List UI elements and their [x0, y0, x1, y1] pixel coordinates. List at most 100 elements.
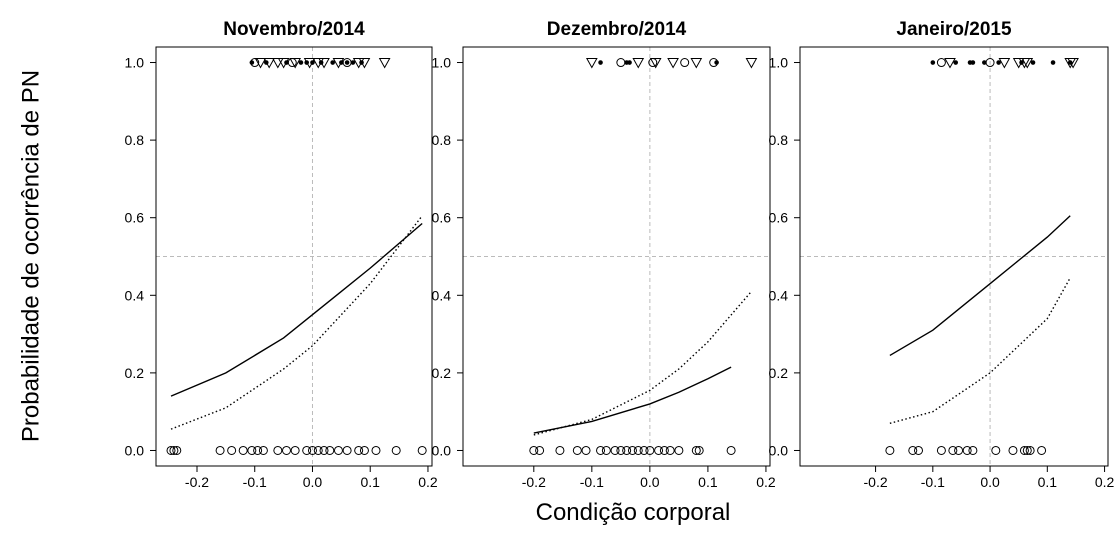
point — [726, 445, 736, 455]
point — [639, 445, 649, 455]
point — [227, 445, 237, 455]
point — [310, 60, 315, 65]
y-tick-label: 0.0 — [432, 442, 452, 458]
point — [238, 445, 248, 455]
point — [263, 60, 269, 65]
point — [998, 58, 1011, 69]
point — [745, 58, 758, 69]
point — [359, 445, 369, 455]
point — [953, 60, 959, 65]
point — [325, 445, 335, 455]
point — [1025, 445, 1035, 455]
x-tick-label: 0.1 — [360, 474, 380, 490]
point — [654, 445, 664, 455]
y-tick-label: 0.8 — [769, 132, 789, 148]
x-tick-label: 0.1 — [1038, 474, 1058, 490]
point — [273, 445, 283, 455]
point — [622, 445, 632, 455]
y-tick-label: 0.8 — [125, 132, 145, 148]
point — [555, 445, 565, 455]
x-tick-label: -0.2 — [864, 474, 888, 490]
point — [680, 58, 690, 68]
point — [247, 445, 257, 455]
panel-title: Dezembro/2014 — [547, 19, 687, 40]
point — [996, 60, 1001, 65]
point — [633, 445, 643, 455]
x-tick-label: 0.2 — [756, 474, 776, 490]
y-tick-label: 0.2 — [769, 365, 789, 381]
y-tick-label: 0.0 — [769, 442, 789, 458]
point — [391, 445, 401, 455]
point — [172, 445, 182, 455]
point — [378, 58, 391, 69]
plot-frame — [155, 46, 433, 467]
point — [691, 445, 701, 455]
point — [616, 445, 626, 455]
fitted-curve — [533, 290, 752, 436]
point — [885, 445, 895, 455]
panel-title: Janeiro/2015 — [896, 19, 1012, 40]
point — [254, 58, 267, 69]
x-tick-label: -0.1 — [580, 474, 604, 490]
point — [258, 445, 268, 455]
x-tick-label: 0.0 — [303, 474, 323, 490]
point — [585, 58, 598, 69]
point — [359, 60, 364, 65]
y-tick-label: 0.0 — [125, 442, 145, 458]
point — [166, 445, 176, 455]
y-axis-label: Probabilidade de ocorrência de PN — [17, 70, 44, 442]
fitted-curve — [170, 215, 423, 430]
y-tick-label: 1.0 — [769, 55, 789, 71]
plot-frame — [799, 46, 1109, 467]
point — [302, 445, 312, 455]
point — [601, 445, 611, 455]
point — [319, 445, 329, 455]
point — [1030, 60, 1036, 65]
point — [690, 58, 703, 69]
y-tick-label: 0.4 — [125, 287, 145, 303]
y-tick-label: 1.0 — [432, 55, 452, 71]
fitted-curve — [533, 366, 732, 434]
point — [627, 60, 632, 65]
y-tick-label: 1.0 — [125, 55, 145, 71]
point — [1050, 60, 1056, 65]
y-tick-label: 0.2 — [125, 365, 145, 381]
point — [289, 58, 302, 69]
point — [968, 445, 978, 455]
x-tick-label: -0.1 — [921, 474, 945, 490]
point — [307, 445, 317, 455]
y-tick-label: 0.6 — [125, 210, 145, 226]
point — [371, 445, 381, 455]
point — [249, 60, 255, 65]
fitted-curve — [889, 215, 1071, 357]
point — [271, 58, 284, 69]
x-tick-label: 0.0 — [640, 474, 660, 490]
y-tick-label: 0.4 — [769, 287, 789, 303]
point — [991, 445, 1001, 455]
point — [667, 58, 679, 69]
point — [1008, 445, 1018, 455]
y-tick-label: 0.2 — [432, 365, 452, 381]
point — [290, 445, 300, 455]
point — [714, 60, 719, 65]
x-tick-label: 0.2 — [1095, 474, 1115, 490]
x-tick-label: 0.2 — [418, 474, 438, 490]
point — [982, 60, 987, 65]
x-tick-label: 0.1 — [698, 474, 718, 490]
point — [339, 60, 344, 65]
point — [330, 60, 335, 65]
point — [1022, 445, 1032, 455]
point — [581, 445, 591, 455]
point — [632, 58, 645, 69]
point — [333, 445, 343, 455]
point — [169, 445, 179, 455]
point — [253, 445, 263, 455]
point — [1019, 445, 1029, 455]
y-tick-label: 0.8 — [432, 132, 452, 148]
y-tick-label: 0.6 — [432, 210, 452, 226]
point — [313, 445, 323, 455]
fitted-curve — [170, 222, 423, 397]
point — [645, 445, 655, 455]
